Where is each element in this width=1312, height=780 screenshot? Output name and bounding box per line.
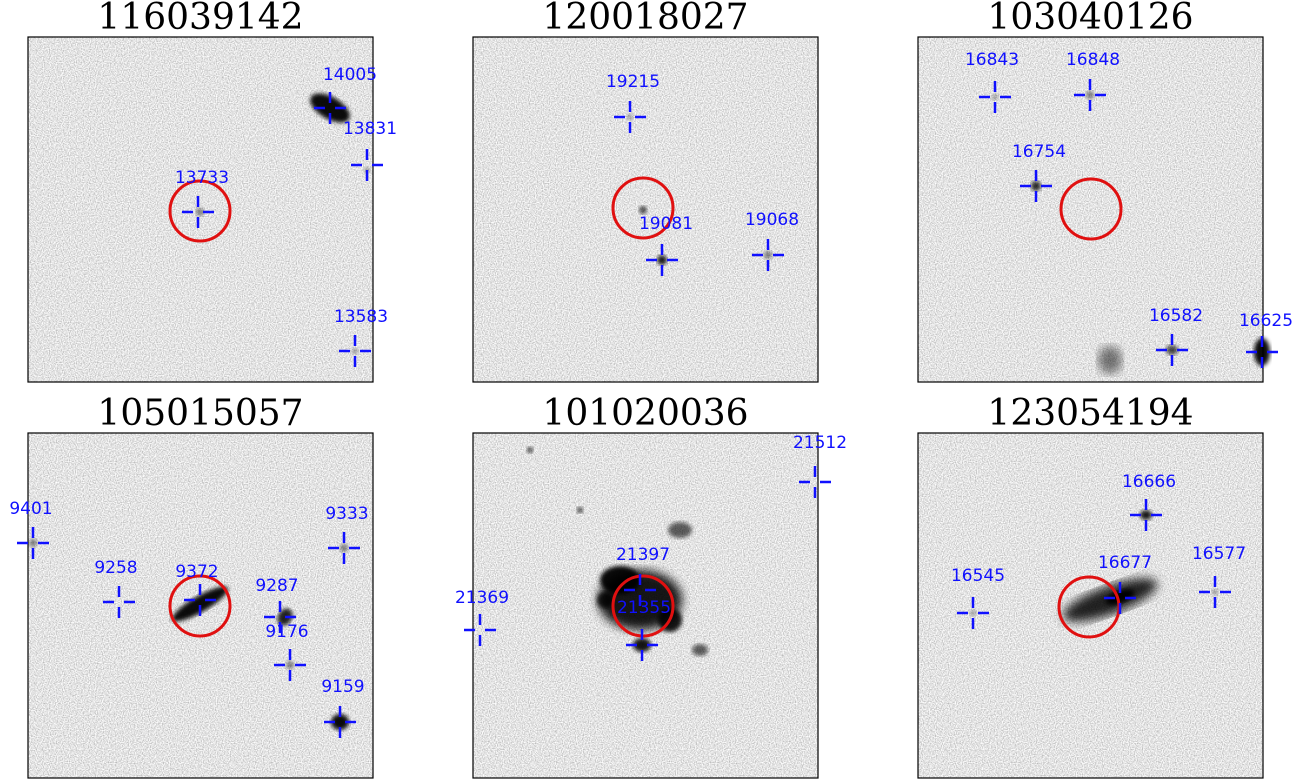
source-label: 13583: [334, 307, 388, 327]
source-label: 21369: [455, 588, 509, 608]
source-blob: [639, 206, 647, 214]
source-label: 16754: [1012, 142, 1066, 162]
source-blob: [172, 586, 228, 622]
panel: 105015057 9401 9258 9372 9333 9287 9176 9159: [9, 393, 374, 779]
panel-frame: [917, 432, 1264, 779]
source-label: 19068: [745, 210, 799, 230]
source-blob: [597, 592, 613, 608]
source-blob: [657, 255, 667, 265]
source-label: 9176: [265, 622, 308, 642]
panel-frame: [472, 432, 819, 779]
source-blob: [1212, 589, 1218, 595]
source-blob: [668, 522, 692, 538]
source-label: 16577: [1192, 544, 1246, 564]
panel: 116039142 14005 13831 13733 13583: [27, 0, 397, 383]
source-blob: [1105, 589, 1135, 605]
panel-title: 103040126: [987, 0, 1193, 38]
panel-frame: [27, 36, 374, 383]
source-blob: [286, 661, 294, 669]
panel-title: 105015057: [97, 393, 303, 434]
source-label: 9333: [325, 504, 368, 524]
panel: 101020036 21512 21397 21355 21369: [455, 393, 847, 779]
source-blob: [310, 93, 350, 123]
source-blob: [340, 544, 348, 552]
source-label: 19215: [606, 72, 660, 92]
source-label: 16843: [965, 50, 1019, 70]
target-circle: [168, 179, 232, 243]
target-circle: [168, 574, 232, 638]
source-blob: [29, 539, 37, 547]
source-blob: [627, 114, 633, 120]
source-blob: [764, 251, 772, 259]
panel-title: 120018027: [542, 0, 748, 38]
source-label: 21512: [793, 433, 847, 453]
source-label: 13831: [343, 119, 397, 139]
source-blob: [1031, 181, 1041, 191]
source-label: 19081: [639, 214, 693, 234]
source-blob: [577, 507, 583, 513]
target-circle: [611, 176, 675, 240]
source-blob: [992, 94, 998, 100]
source-blob: [527, 447, 533, 453]
target-circle: [1059, 177, 1123, 241]
source-blob: [196, 208, 204, 216]
panel-title: 116039142: [97, 0, 303, 38]
source-blob: [1166, 345, 1178, 355]
source-label: 21397: [616, 545, 670, 565]
source-label: 16666: [1122, 472, 1176, 492]
panel-frame: [472, 36, 819, 383]
source-blob: [331, 714, 349, 730]
source-blob: [1254, 338, 1270, 366]
source-blob: [1140, 510, 1152, 520]
source-blob: [1098, 346, 1122, 374]
panel-title: 123054194: [987, 393, 1193, 434]
source-label: 16848: [1066, 50, 1120, 70]
source-blob: [600, 566, 640, 594]
panel-frame: [27, 432, 374, 779]
source-blob: [352, 348, 358, 354]
source-label: 21355: [617, 598, 671, 618]
source-label: 9401: [9, 499, 52, 519]
source-label: 16545: [951, 566, 1005, 586]
panel-frame: [917, 36, 1264, 383]
source-label: 13733: [175, 168, 229, 188]
source-blob: [692, 644, 708, 656]
panel: 120018027 19215 19081 19068: [472, 0, 819, 383]
source-blob: [633, 638, 651, 652]
source-blob: [1086, 91, 1094, 99]
panel: 123054194 16666 16677 16577 16545: [917, 393, 1264, 779]
source-label: 16677: [1098, 553, 1152, 573]
panel: 103040126 16843 16848 16754 16582 16625: [917, 0, 1293, 383]
panel-title: 101020036: [542, 393, 748, 434]
source-label: 9258: [94, 558, 137, 578]
source-label: 9287: [255, 576, 298, 596]
source-label: 14005: [323, 65, 377, 85]
source-blob: [970, 610, 976, 616]
source-label: 16582: [1149, 306, 1203, 326]
source-label: 16625: [1239, 311, 1293, 331]
source-label: 9372: [175, 562, 218, 582]
source-label: 9159: [321, 677, 364, 697]
